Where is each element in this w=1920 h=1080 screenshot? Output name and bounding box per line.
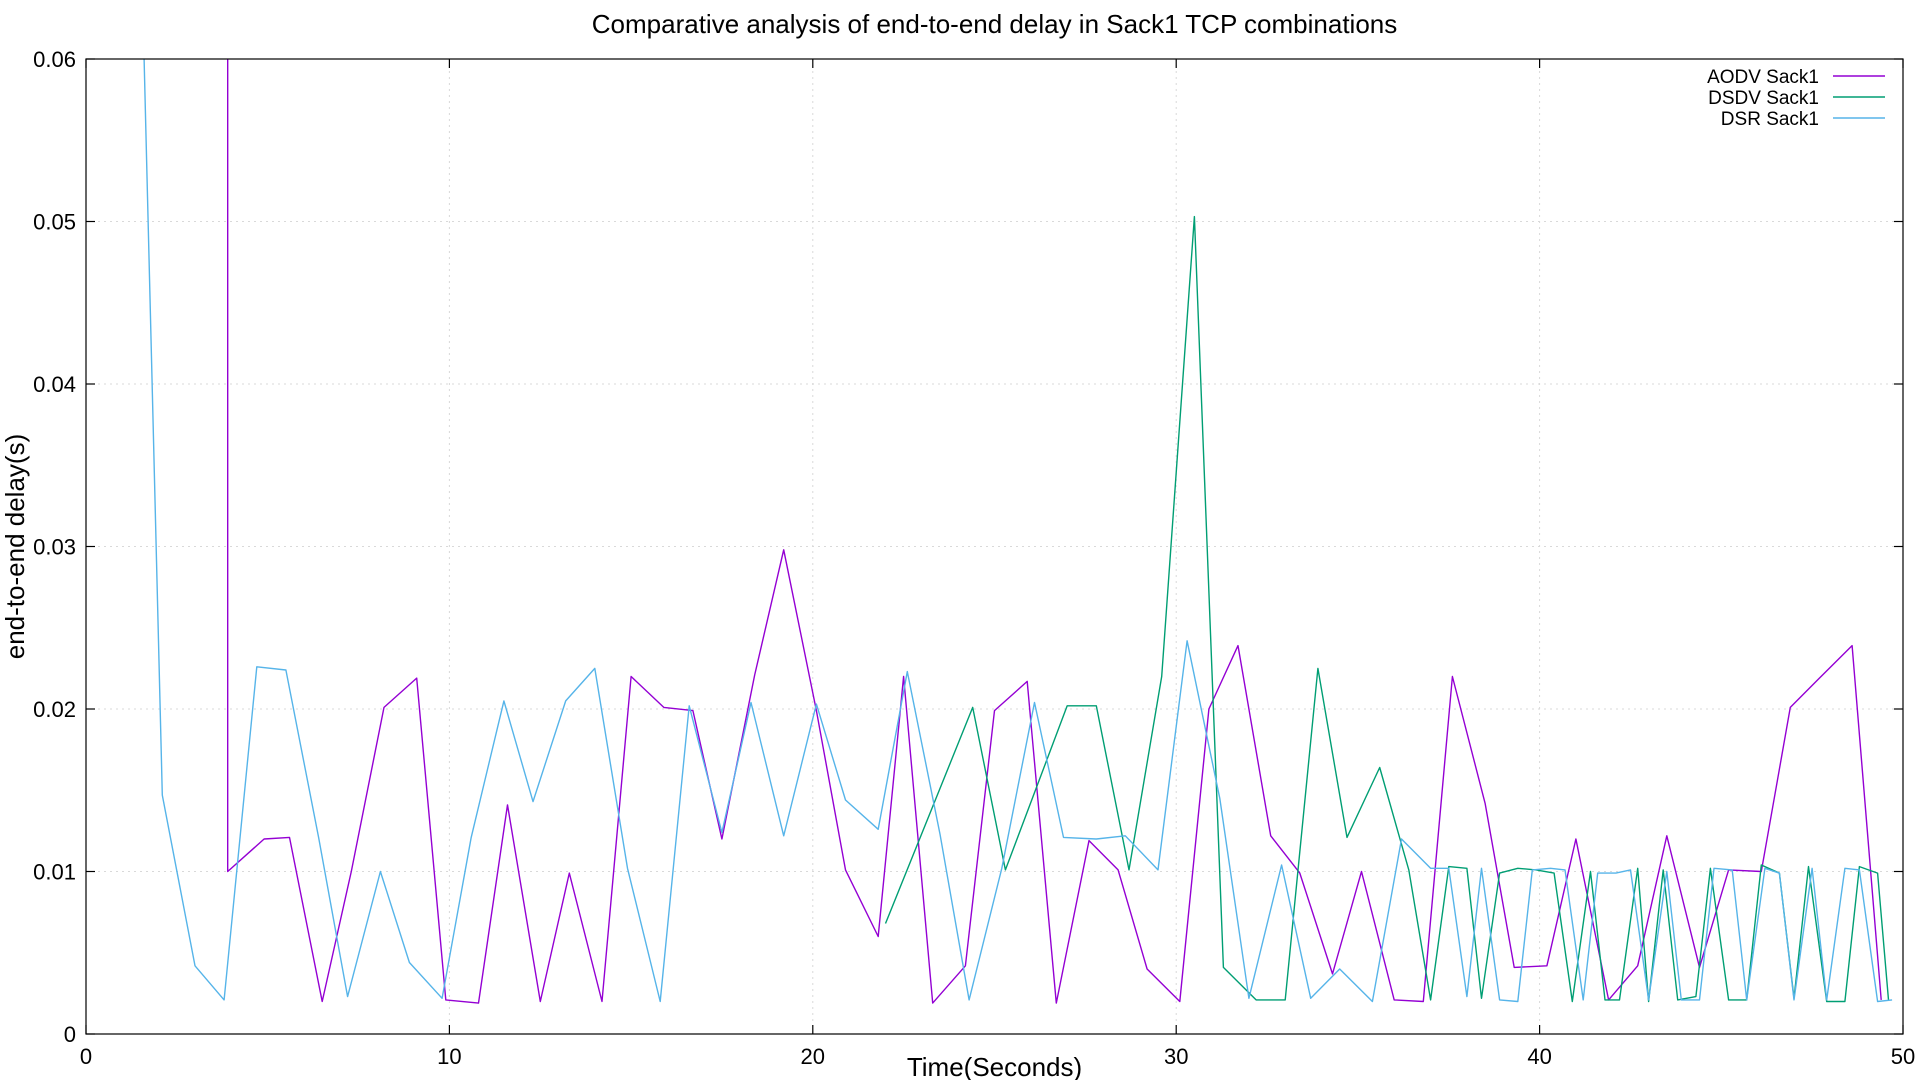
axes: 0 0.01 0.02 0.03 0.04 0.05 0.06 0 10 20 30 40 50 — [33, 47, 1915, 1069]
x-tick-label: 10 — [437, 1044, 461, 1069]
plot-frame — [85, 58, 1904, 1035]
series-line-dsdv-sack1 — [884, 215, 1890, 1003]
y-tick-label: 0.06 — [33, 47, 76, 72]
series-line-aodv-sack1 — [226, 59, 1882, 1004]
y-tick-label: 0.01 — [33, 860, 76, 885]
x-axis-title: Time(Seconds) — [907, 1052, 1082, 1080]
y-tick-label: 0.02 — [33, 697, 76, 722]
y-tick-label: 0 — [64, 1022, 76, 1047]
x-tick-label: 40 — [1527, 1044, 1551, 1069]
legend-label-dsdv-sack1: DSDV Sack1 — [1708, 88, 1819, 109]
y-tick-label: 0.05 — [33, 210, 76, 235]
y-tick-label: 0.04 — [33, 372, 76, 397]
x-tick-label: 50 — [1891, 1044, 1915, 1069]
x-tick-label: 20 — [801, 1044, 825, 1069]
legend-label-dsr-sack1: DSR Sack1 — [1721, 109, 1819, 130]
series-line-dsr-sack1 — [143, 59, 1893, 1003]
x-tick-label: 0 — [80, 1044, 92, 1069]
grid — [86, 59, 1903, 1034]
legend-label-aodv-sack1: AODV Sack1 — [1707, 67, 1819, 88]
chart-title: Comparative analysis of end-to-end delay… — [592, 9, 1397, 39]
y-axis-title: end-to-end delay(s) — [0, 434, 30, 659]
series-layer — [143, 59, 1893, 1004]
x-tick-label: 30 — [1164, 1044, 1188, 1069]
y-tick-label: 0.03 — [33, 535, 76, 560]
